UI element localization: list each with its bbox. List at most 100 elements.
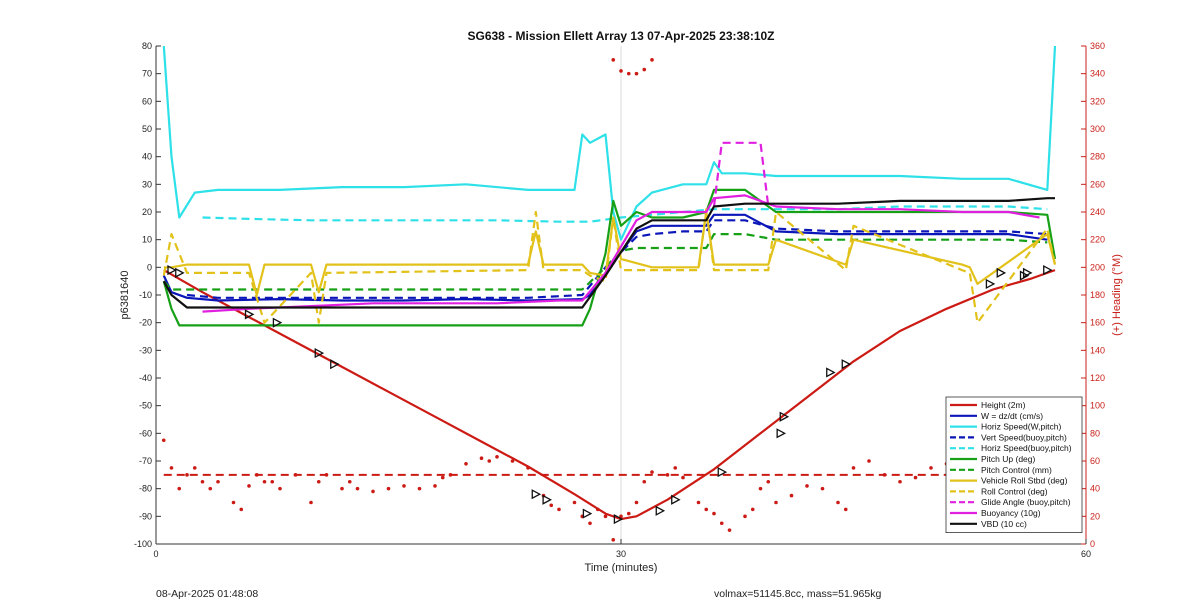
axes: -100-90-80-70-60-50-40-30-20-10010203040… <box>134 41 1105 559</box>
heading-point-26 <box>433 484 437 488</box>
heading-point-87 <box>634 71 639 76</box>
chart-title: SG638 - Mission Ellett Array 13 07-Apr-2… <box>467 29 774 43</box>
heading-point-44 <box>619 514 623 519</box>
height-marker-6 <box>531 489 542 500</box>
heading-point-61 <box>774 500 778 505</box>
height-marker-8 <box>582 508 593 519</box>
y2-tick-label-7: 140 <box>1090 345 1105 355</box>
heading-point-42 <box>603 514 608 519</box>
heading-point-60 <box>766 479 771 484</box>
y-axis-label: p6381640 <box>119 271 131 320</box>
y2-tick-label-16: 320 <box>1090 96 1105 106</box>
heading-point-27 <box>440 475 445 480</box>
series-line-8 <box>162 208 1057 324</box>
heading-point-24 <box>402 484 406 488</box>
heading-point-41 <box>595 507 600 512</box>
series-lines <box>162 45 1057 521</box>
heading-point-7 <box>216 479 220 484</box>
y-tick-label-16: 60 <box>142 96 152 106</box>
height-marker-15 <box>826 367 836 378</box>
y2-tick-label-1: 20 <box>1090 511 1100 521</box>
heading-point-36 <box>549 503 554 508</box>
height-marker-18 <box>996 267 1007 278</box>
legend-label-7: Vehicle Roll Stbd (deg) <box>981 476 1068 486</box>
heading-point-56 <box>727 528 732 532</box>
heading-point-3 <box>185 473 189 477</box>
heading-point-17 <box>316 479 321 484</box>
heading-point-47 <box>642 479 647 484</box>
y2-tick-label-9: 180 <box>1090 290 1105 300</box>
series-line-4 <box>202 205 1048 223</box>
heading-point-0 <box>161 438 166 443</box>
heading-point-23 <box>386 486 391 491</box>
legend-label-5: Pitch Up (deg) <box>981 454 1035 464</box>
heading-point-16 <box>309 500 313 505</box>
heading-point-49 <box>665 473 670 477</box>
y2-tick-label-0: 0 <box>1090 539 1095 549</box>
heading-point-38 <box>572 500 577 505</box>
heading-point-14 <box>278 486 282 491</box>
y-tick-label-3: -70 <box>139 456 152 466</box>
heading-point-10 <box>247 484 251 488</box>
y-tick-label-9: -10 <box>139 290 152 300</box>
heading-point-84 <box>611 58 616 62</box>
legend-label-6: Pitch Control (mm) <box>981 465 1052 475</box>
heading-point-33 <box>510 459 515 463</box>
heading-point-8 <box>231 500 236 505</box>
height-marker-13 <box>776 428 787 439</box>
y2-tick-label-14: 280 <box>1090 152 1105 162</box>
y-tick-label-6: -40 <box>139 373 152 383</box>
heading-point-64 <box>820 486 825 491</box>
height-marker-3 <box>272 317 283 328</box>
heading-point-21 <box>355 486 360 491</box>
y2-tick-label-6: 120 <box>1090 373 1105 383</box>
height-marker-12 <box>717 466 728 478</box>
heading-point-9 <box>239 507 244 512</box>
footer-timestamp: 08-Apr-2025 01:48:08 <box>156 588 259 600</box>
series-line-2 <box>162 45 1057 241</box>
heading-point-46 <box>634 500 639 505</box>
heading-point-31 <box>487 459 492 463</box>
y-tick-label-14: 40 <box>142 152 152 162</box>
heading-point-37 <box>557 507 561 512</box>
heading-point-4 <box>192 466 197 470</box>
y-tick-label-18: 80 <box>142 41 152 51</box>
y2-tick-label-8: 160 <box>1090 318 1105 328</box>
heading-point-86 <box>626 71 631 76</box>
y2-tick-label-10: 200 <box>1090 262 1105 272</box>
heading-point-85 <box>619 69 623 73</box>
heading-point-89 <box>650 58 654 62</box>
x-tick-label-1: 30 <box>616 549 626 559</box>
height-marker-14 <box>779 411 790 422</box>
heading-point-63 <box>805 484 809 488</box>
y-tick-label-15: 50 <box>142 124 152 134</box>
height-marker-11 <box>671 494 681 505</box>
heading-point-67 <box>851 466 856 470</box>
heading-point-55 <box>719 521 724 526</box>
series-line-10 <box>202 194 1040 313</box>
series-line-3 <box>186 219 1048 299</box>
y-tick-label-7: -30 <box>139 345 152 355</box>
x-tick-label-0: 0 <box>153 549 158 559</box>
series-line-9 <box>712 141 770 207</box>
height-marker-20 <box>1022 267 1033 278</box>
heading-point-18 <box>324 473 329 477</box>
height-marker-17 <box>985 278 996 290</box>
legend-label-3: Vert Speed(buoy,pitch) <box>981 432 1067 442</box>
x-tick-label-2: 60 <box>1081 549 1091 559</box>
y-tick-label-10: 0 <box>147 262 152 272</box>
heading-point-2 <box>177 486 182 491</box>
y-tick-label-2: -80 <box>139 484 152 494</box>
heading-point-22 <box>371 489 375 494</box>
height-marker-2 <box>244 309 255 320</box>
y2-tick-label-12: 240 <box>1090 207 1105 217</box>
y-tick-label-8: -20 <box>139 318 152 328</box>
y2-tick-label-3: 60 <box>1090 456 1100 466</box>
legend-label-0: Height (2m) <box>981 400 1026 410</box>
legend: Height (2m)W = dz/dt (cm/s)Horiz Speed(W… <box>945 396 1083 534</box>
series-line-11 <box>162 197 1055 309</box>
heading-point-19 <box>340 486 344 491</box>
y-tick-label-4: -60 <box>139 428 152 438</box>
series-line-1 <box>162 213 1048 302</box>
heading-point-5 <box>200 479 205 484</box>
